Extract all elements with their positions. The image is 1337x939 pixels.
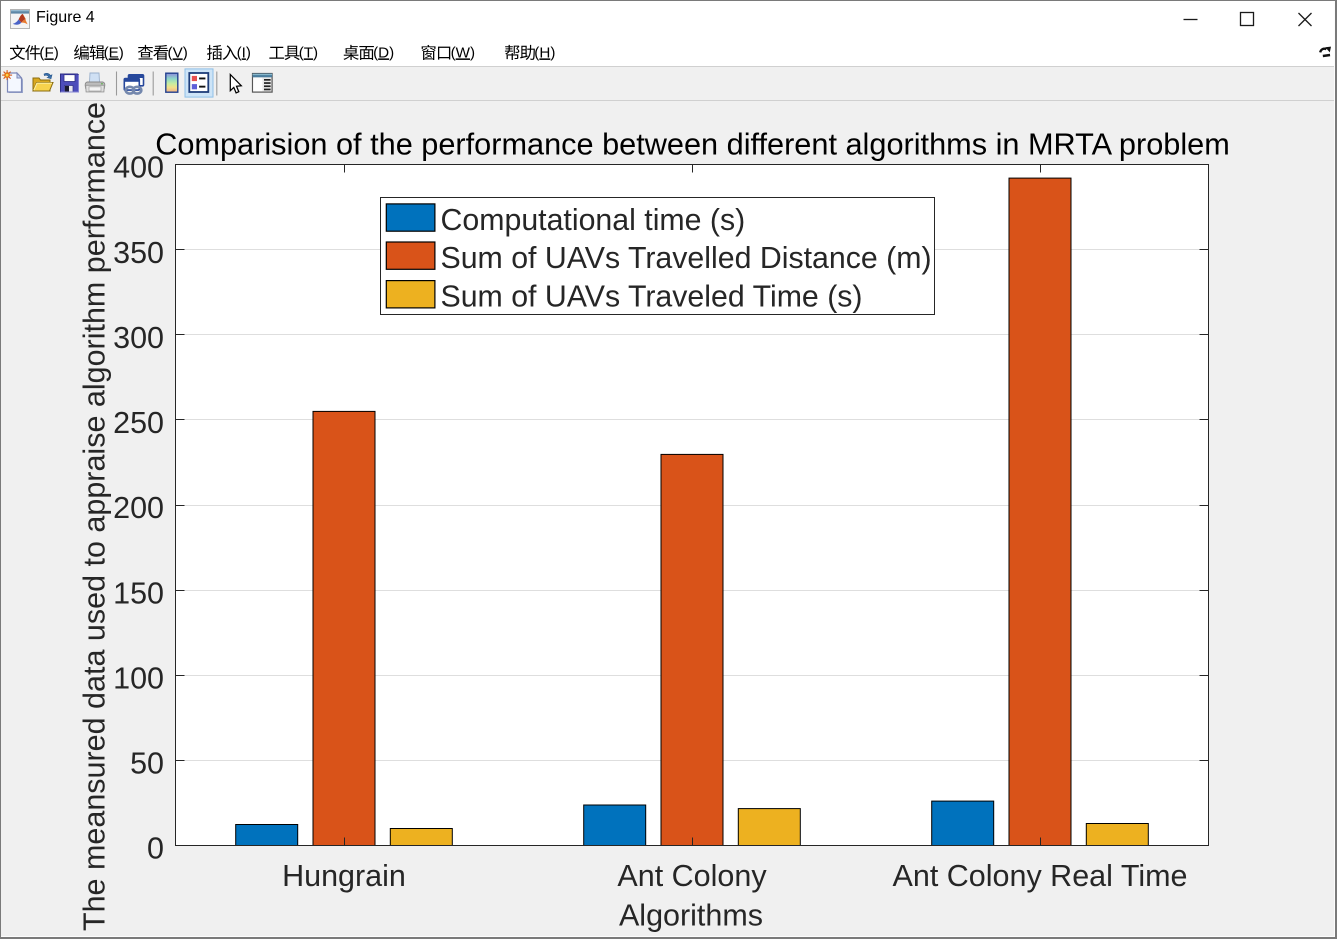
svg-text:250: 250 xyxy=(113,406,164,440)
svg-text:50: 50 xyxy=(130,747,164,781)
svg-text:(I): (I) xyxy=(237,44,251,61)
svg-text:Ant Colony: Ant Colony xyxy=(617,859,767,893)
svg-text:Hungrain: Hungrain xyxy=(282,859,406,893)
svg-text:300: 300 xyxy=(113,321,164,355)
svg-text:400: 400 xyxy=(113,151,164,185)
svg-text:Sum of UAVs Traveled Time (s): Sum of UAVs Traveled Time (s) xyxy=(441,281,863,314)
svg-text:(F): (F) xyxy=(39,44,58,61)
svg-text:The meansured data used to app: The meansured data used to appraise algo… xyxy=(78,102,112,931)
svg-text:(E): (E) xyxy=(104,44,124,61)
svg-text:0: 0 xyxy=(147,832,164,866)
svg-text:Algorithms: Algorithms xyxy=(619,899,763,933)
svg-text:(D): (D) xyxy=(373,44,394,61)
svg-text:Comparision of the performance: Comparision of the performance between d… xyxy=(155,127,1230,162)
svg-text:Ant Colony Real Time: Ant Colony Real Time xyxy=(893,859,1188,893)
svg-text:150: 150 xyxy=(113,576,164,610)
svg-text:Sum of UAVs Travelled Distance: Sum of UAVs Travelled Distance (m) xyxy=(441,242,932,275)
svg-text:Computational time (s): Computational time (s) xyxy=(441,204,746,237)
svg-text:(V): (V) xyxy=(168,44,188,61)
svg-text:(W): (W) xyxy=(451,44,475,61)
svg-text:200: 200 xyxy=(113,491,164,525)
svg-text:(H): (H) xyxy=(534,44,555,61)
svg-text:350: 350 xyxy=(113,236,164,270)
svg-text:(T): (T) xyxy=(299,44,318,61)
svg-text:100: 100 xyxy=(113,662,164,696)
